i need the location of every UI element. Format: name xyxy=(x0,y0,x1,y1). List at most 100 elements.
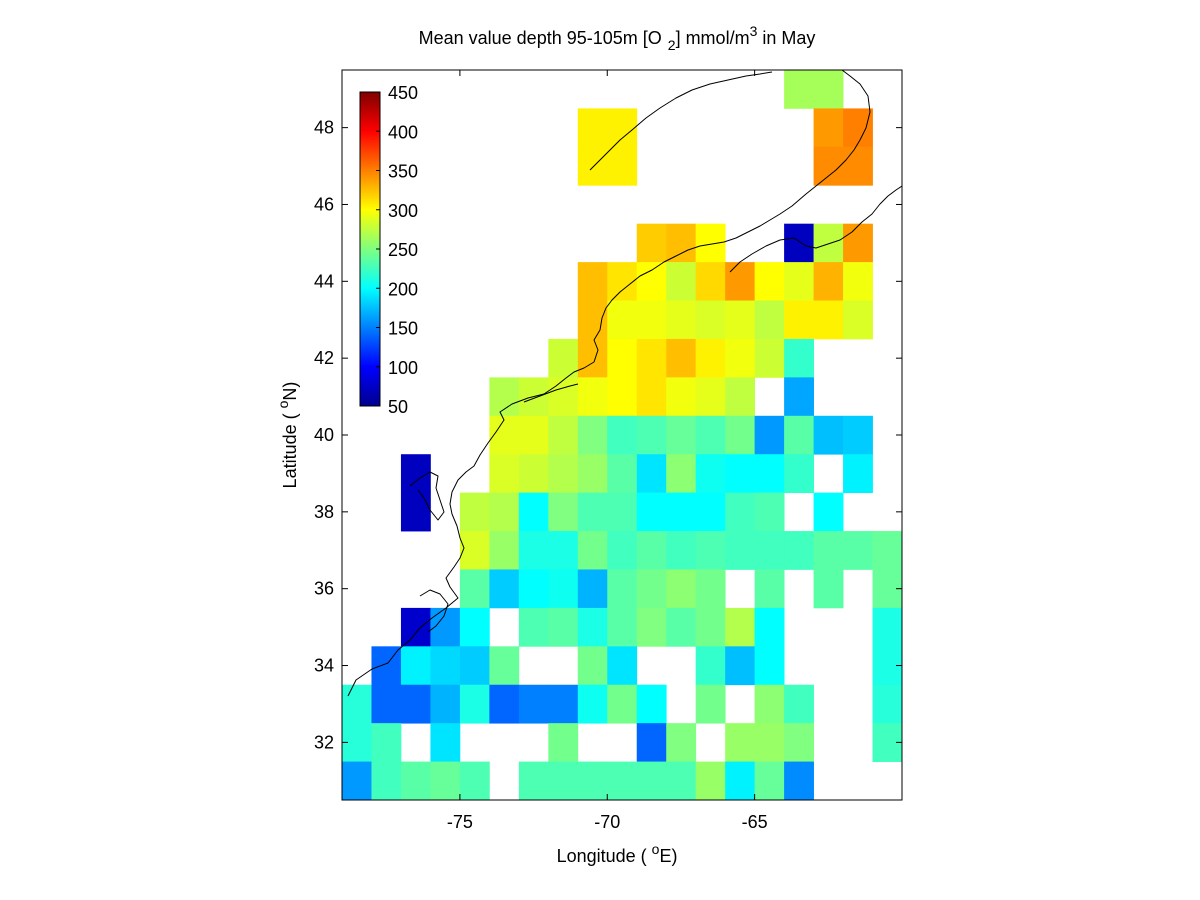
heatmap-cell xyxy=(813,415,844,455)
heatmap-cell xyxy=(666,377,697,417)
heatmap-cell xyxy=(607,338,638,378)
heatmap-cell xyxy=(843,531,873,570)
heatmap-cell xyxy=(843,454,873,494)
y-tick-label: 36 xyxy=(314,579,334,599)
heatmap-cell xyxy=(813,262,844,301)
heatmap-cell xyxy=(695,300,726,340)
data-cells xyxy=(342,70,902,800)
heatmap-cell xyxy=(754,607,785,647)
heatmap-cell xyxy=(371,761,402,800)
heatmap-cell xyxy=(813,531,844,570)
heatmap-cell xyxy=(636,377,667,417)
heatmap-cell xyxy=(430,723,461,762)
y-tick-label: 40 xyxy=(314,425,334,445)
coastline-long-island xyxy=(523,383,579,403)
heatmap-cell xyxy=(400,684,431,724)
heatmap-cell xyxy=(607,415,638,455)
y-tick-label: 46 xyxy=(314,194,334,214)
heatmap-cell xyxy=(666,607,697,647)
y-tick-label: 42 xyxy=(314,348,334,368)
heatmap-cell xyxy=(518,761,549,800)
heatmap-cell xyxy=(754,531,785,570)
heatmap-cell xyxy=(872,531,902,570)
heatmap-cell xyxy=(872,684,902,724)
heatmap-cell xyxy=(636,300,667,340)
heatmap-cell xyxy=(666,300,697,340)
x-axis-label: Longitude ( oE) xyxy=(557,841,678,866)
heatmap-cell xyxy=(636,684,667,724)
heatmap-cell xyxy=(784,300,814,340)
heatmap-cell xyxy=(666,761,697,800)
heatmap-cell xyxy=(813,569,844,609)
heatmap-cell xyxy=(784,377,814,417)
heatmap-cell xyxy=(518,569,549,609)
x-tick-label: -65 xyxy=(742,812,768,832)
heatmap-cell xyxy=(548,569,579,609)
heatmap-cell xyxy=(577,761,608,800)
coastline-chesapeake xyxy=(409,471,445,521)
heatmap-cell xyxy=(695,338,726,378)
y-tick-label: 34 xyxy=(314,656,334,676)
heatmap-cell xyxy=(607,569,638,609)
heatmap-cell xyxy=(459,531,490,570)
heatmap-cell xyxy=(784,338,814,378)
heatmap-cell xyxy=(695,454,726,494)
heatmap-cell xyxy=(666,454,697,494)
heatmap-cell xyxy=(843,223,873,263)
heatmap-cell xyxy=(459,761,490,800)
heatmap-cell xyxy=(666,531,697,570)
x-tick-label: -70 xyxy=(594,812,620,832)
heatmap-cell xyxy=(725,338,756,378)
heatmap-cell xyxy=(430,684,461,724)
heatmap-cell xyxy=(636,223,667,263)
heatmap-cell xyxy=(695,569,726,609)
heatmap-cell xyxy=(784,70,814,109)
title-subscript: 2 xyxy=(668,37,676,53)
heatmap-cell xyxy=(459,684,490,724)
heatmap-cell xyxy=(548,761,579,800)
heatmap-cell xyxy=(489,684,520,724)
heatmap-cell xyxy=(636,415,667,455)
heatmap-cell xyxy=(813,300,844,340)
heatmap-cell xyxy=(843,146,873,186)
colorbar-tick-label: 200 xyxy=(388,279,418,299)
heatmap-cell xyxy=(695,607,726,647)
heatmap-cell xyxy=(695,377,726,417)
heatmap-cell xyxy=(607,377,638,417)
heatmap-cell xyxy=(636,761,667,800)
heatmap-cell xyxy=(754,684,785,724)
heatmap-cell xyxy=(489,454,520,494)
heatmap-cell xyxy=(548,415,579,455)
heatmap-cell xyxy=(784,262,814,301)
heatmap-cell xyxy=(754,300,785,340)
heatmap-cell xyxy=(843,262,873,301)
heatmap-cell xyxy=(843,108,873,148)
heatmap-cell xyxy=(784,415,814,455)
heatmap-cell xyxy=(489,377,520,417)
y-axis: 32 34 36 38 40 42 44 46 48 xyxy=(314,118,902,752)
heatmap-cell xyxy=(695,684,726,724)
heatmap-cell xyxy=(695,415,726,455)
heatmap-cell xyxy=(459,492,490,532)
ylabel-suffix: N) xyxy=(280,382,300,401)
heatmap-cell xyxy=(459,607,490,647)
xlabel-superscript: o xyxy=(652,841,660,857)
heatmap-cell xyxy=(754,262,785,301)
heatmap-cell xyxy=(518,531,549,570)
heatmap-cell xyxy=(843,415,873,455)
heatmap-cell xyxy=(872,607,902,647)
title-superscript: 3 xyxy=(750,23,758,39)
heatmap-cell xyxy=(725,607,756,647)
heatmap-cell xyxy=(430,761,461,800)
heatmap-cell xyxy=(813,108,844,148)
heatmap-cell xyxy=(843,300,873,340)
heatmap-cell xyxy=(342,761,372,800)
heatmap-cell xyxy=(342,684,372,724)
heatmap-cell xyxy=(666,262,697,301)
heatmap-cell xyxy=(607,646,638,686)
heatmap-cell xyxy=(636,262,667,301)
heatmap-cell xyxy=(518,415,549,455)
heatmap-cell xyxy=(577,377,608,417)
heatmap-cell xyxy=(518,492,549,532)
heatmap-cell xyxy=(636,723,667,762)
